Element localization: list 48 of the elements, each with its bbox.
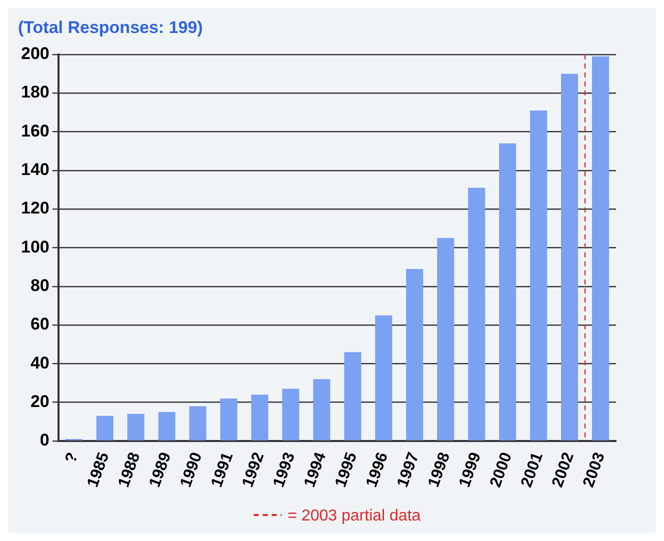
x-tick-label: 1994 <box>301 450 330 490</box>
chart-title: (Total Responses: 199) <box>18 18 203 37</box>
bar <box>282 388 300 440</box>
bar <box>561 74 578 440</box>
x-tick-label: 1999 <box>456 450 485 490</box>
bar <box>127 414 144 440</box>
y-tick-label: 20 <box>30 392 50 412</box>
x-tick-label: 2003 <box>580 450 608 490</box>
bar <box>158 412 176 440</box>
x-tick-label: 1996 <box>363 450 392 490</box>
y-tick-label: 80 <box>30 276 50 296</box>
y-tick-label: 0 <box>40 430 50 450</box>
y-tick-label: 160 <box>20 121 50 140</box>
bar <box>344 352 362 440</box>
x-tick-label: 2000 <box>487 450 516 490</box>
bar <box>375 315 392 440</box>
bar <box>406 268 424 440</box>
bar <box>468 188 486 440</box>
legend-label: = 2003 partial data <box>288 507 421 524</box>
bar <box>189 406 206 440</box>
bar <box>499 143 516 440</box>
y-tick-label: 200 <box>20 44 50 64</box>
bar <box>96 416 114 440</box>
x-tick-label: 2001 <box>518 450 546 490</box>
x-tick-label: 1992 <box>239 450 268 490</box>
x-tick-label: 1998 <box>425 450 454 490</box>
x-tick-label: 1995 <box>332 450 361 490</box>
y-tick-label: 60 <box>30 314 50 334</box>
y-tick-label: 140 <box>20 160 50 180</box>
bar <box>530 110 548 440</box>
y-tick-label: 120 <box>20 198 50 218</box>
y-tick-label: 100 <box>20 237 50 256</box>
x-tick-label: 1988 <box>116 450 144 490</box>
x-tick-label: 2002 <box>549 450 578 490</box>
x-tick-label: 1991 <box>208 450 237 490</box>
y-tick-label: 40 <box>30 353 50 372</box>
bar <box>251 394 268 440</box>
x-tick-label: 1989 <box>146 450 175 490</box>
x-tick-label: 1993 <box>270 450 299 490</box>
x-tick-label: 1990 <box>178 450 206 490</box>
bar <box>592 56 610 440</box>
y-tick-label: 180 <box>20 82 50 102</box>
bar <box>220 398 238 440</box>
bar <box>437 238 454 440</box>
x-tick-label: 1997 <box>394 450 423 490</box>
x-tick-label: 1985 <box>84 450 113 490</box>
x-tick-label: ? <box>62 450 82 466</box>
bar <box>313 379 330 440</box>
